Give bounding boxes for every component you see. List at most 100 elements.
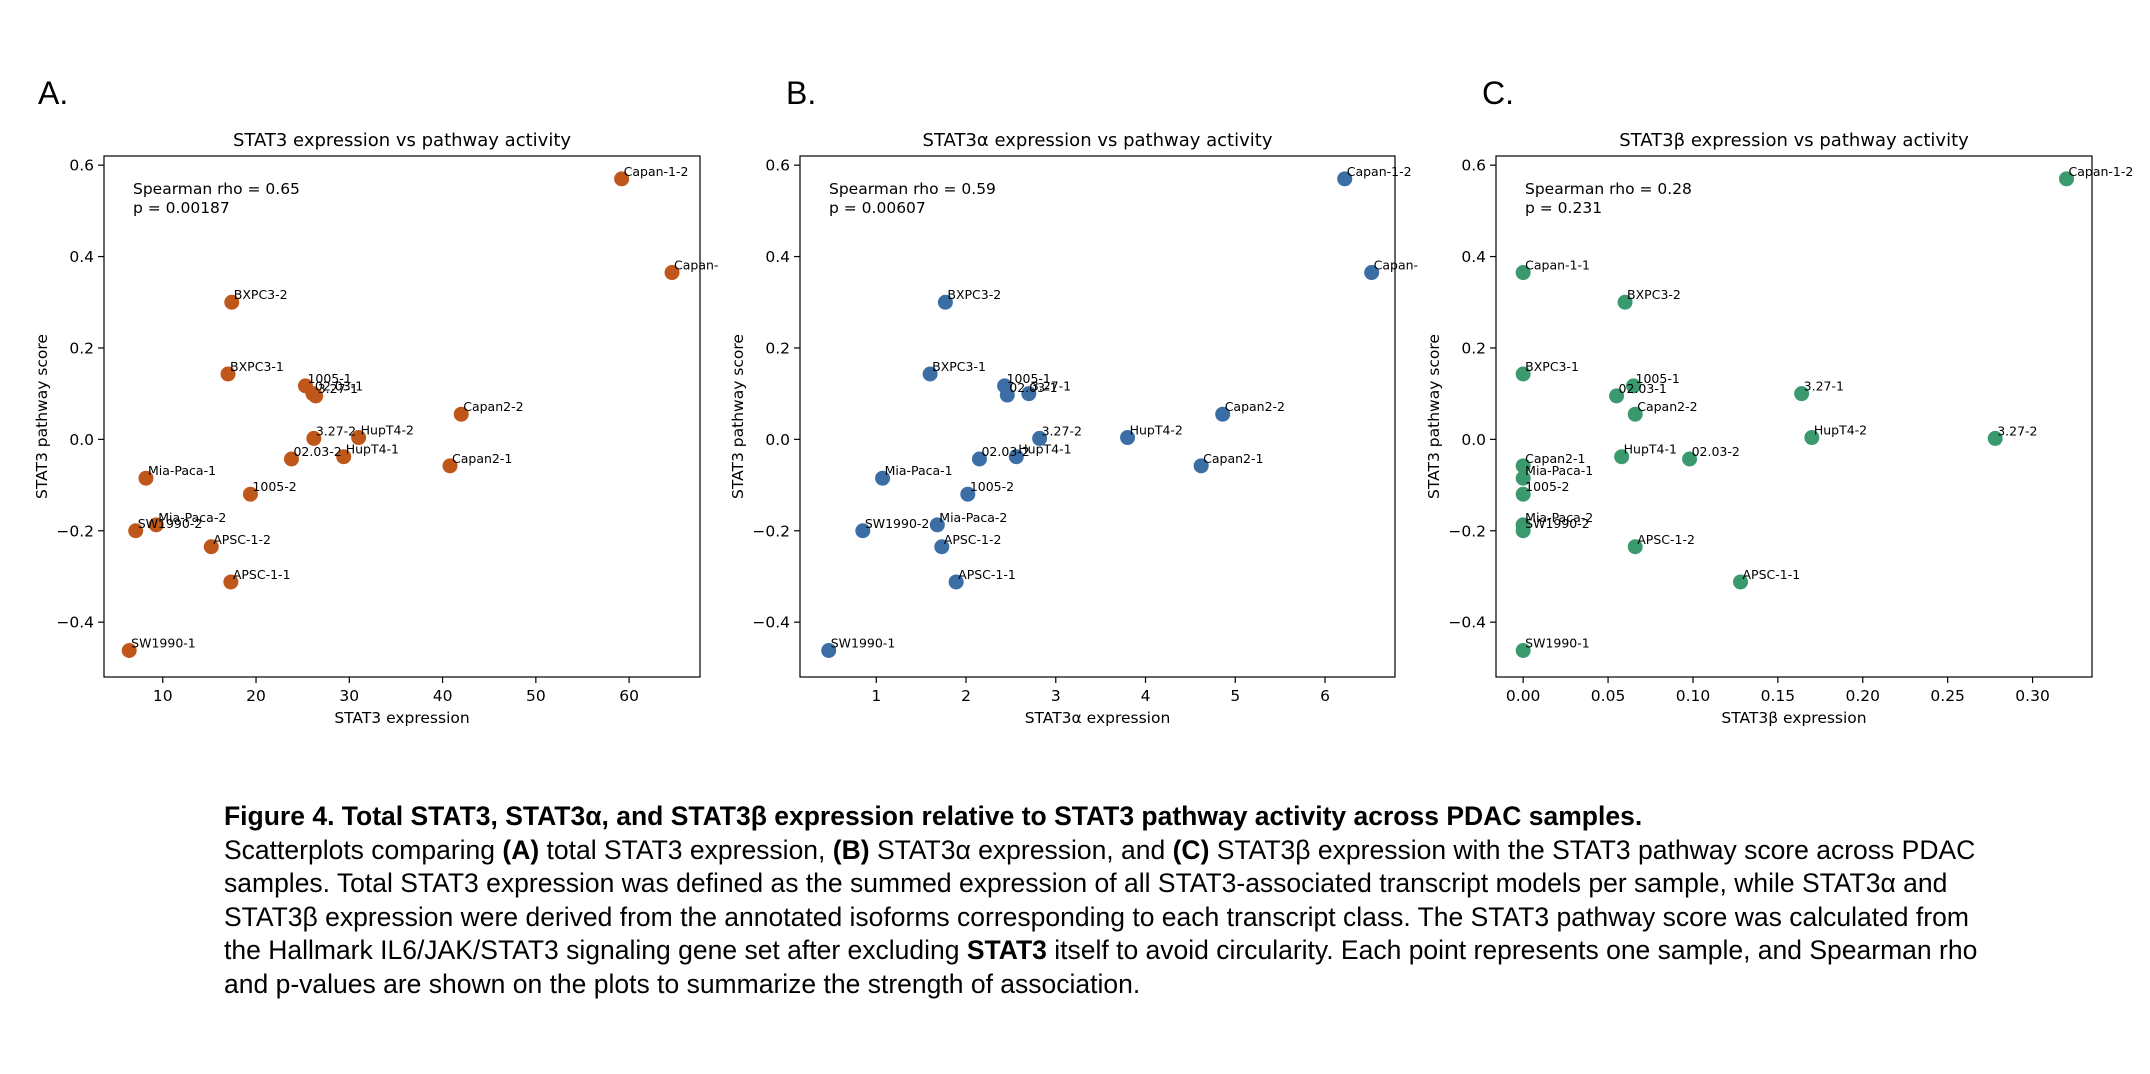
data-point (1215, 406, 1231, 422)
y-tick-label: −0.2 (752, 522, 790, 540)
x-tick-label: 0.15 (1761, 687, 1796, 705)
point-label: 3.27-1 (318, 381, 358, 396)
data-point (1032, 430, 1048, 446)
point-label: BXPC3-1 (230, 359, 284, 374)
y-tick-label: 0.0 (1461, 431, 1486, 449)
data-point (224, 294, 240, 310)
y-tick-label: −0.4 (1448, 614, 1486, 632)
caption-stat3-bold: STAT3 (966, 935, 1047, 965)
data-point (1609, 388, 1625, 404)
scatter-panel-1: A. STAT3 expression vs pathway activity Ca… (33, 75, 718, 727)
point-label: 3.27-2 (1042, 423, 1082, 438)
x-tick-label: 0.20 (1846, 687, 1881, 705)
data-point (242, 486, 258, 502)
x-tick-label: 60 (619, 687, 639, 705)
point-label: 02.03-2 (1692, 444, 1740, 459)
x-tick-label: 1 (871, 687, 881, 705)
data-point (855, 523, 871, 539)
point-label: Capan-1-2 (1347, 164, 1412, 179)
point-label: 1005-1 (1636, 371, 1680, 386)
data-point (664, 265, 680, 281)
panel-title: STAT3 expression vs pathway activity (233, 130, 571, 151)
data-point (1515, 523, 1531, 539)
point-label: Capan2-1 (1525, 451, 1585, 466)
y-axis-label: STAT3 pathway score (729, 334, 747, 499)
point-label: APSC-1-1 (958, 567, 1016, 582)
point-label: 3.27-2 (316, 423, 356, 438)
point-label: BXPC3-2 (947, 287, 1001, 302)
data-point (336, 449, 352, 465)
data-point (1515, 366, 1531, 382)
y-tick-label: 0.2 (69, 339, 94, 357)
y-tick-label: 0.2 (765, 339, 790, 357)
x-tick-label: 0.05 (1591, 687, 1626, 705)
point-label: 02.03-1 (1619, 381, 1667, 396)
y-tick-label: 0.6 (765, 157, 790, 175)
data-point (1682, 451, 1698, 467)
point-label: 1005-2 (970, 479, 1014, 494)
data-point (1617, 294, 1633, 310)
data-point (1515, 642, 1531, 658)
data-point (306, 430, 322, 446)
point-label: 02.03-2 (293, 444, 341, 459)
data-point (934, 539, 950, 555)
x-tick-label: 0.00 (1506, 687, 1541, 705)
y-tick-label: 0.6 (69, 157, 94, 175)
y-tick-label: −0.4 (752, 614, 790, 632)
data-point (937, 294, 953, 310)
x-tick-label: 0.25 (1930, 687, 1965, 705)
point-label: Capan2-2 (1225, 399, 1285, 414)
data-point (1337, 171, 1353, 187)
axes-frame (1495, 155, 2093, 678)
x-tick-label: 50 (526, 687, 546, 705)
data-point (148, 517, 164, 533)
point-label: 1005-1 (1007, 371, 1051, 386)
data-point (1515, 470, 1531, 486)
point-label: Capan-1-1 (1525, 258, 1590, 273)
y-tick-label: 0.6 (1461, 157, 1486, 175)
data-point (1626, 378, 1642, 394)
caption-ref-b: (B) (832, 834, 870, 865)
y-tick-label: −0.2 (1448, 522, 1486, 540)
stats-annotation: Spearman rho = 0.28 (1525, 180, 1692, 198)
data-point (999, 387, 1015, 403)
data-point (138, 470, 154, 486)
caption-ref-a: (A) (502, 834, 540, 865)
axes-frame (103, 155, 701, 678)
x-tick-label: 20 (246, 687, 266, 705)
y-tick-label: −0.2 (56, 522, 94, 540)
stats-annotation: p = 0.231 (1525, 199, 1602, 217)
point-label: Mia-Paca-1 (1525, 463, 1593, 478)
data-point (1364, 265, 1380, 281)
figure-canvas: A. STAT3 expression vs pathway activity Ca… (33, 75, 2134, 727)
point-label: Capan- (1374, 258, 1418, 273)
point-label: Mia-Paca-2 (1525, 510, 1593, 525)
point-label: SW1990-1 (831, 635, 896, 650)
data-point (453, 406, 469, 422)
data-point (128, 523, 144, 539)
point-label: Mia-Paca-1 (885, 463, 953, 478)
data-point (929, 517, 945, 533)
point-label: Capan-1-2 (624, 164, 689, 179)
point-label: APSC-1-1 (1743, 567, 1801, 582)
point-label: 1005-1 (307, 371, 351, 386)
panel-letter: A. (38, 75, 68, 111)
data-point (442, 458, 458, 474)
data-point (1733, 574, 1749, 590)
point-label: APSC-1-2 (213, 532, 271, 547)
point-label: 02.03-1 (1009, 380, 1057, 395)
point-label: APSC-1-1 (233, 567, 291, 582)
point-label: Capan-1-2 (2069, 164, 2134, 179)
point-label: HupT4-2 (1814, 423, 1867, 438)
point-label: 1005-2 (252, 479, 296, 494)
point-label: Mia-Paca-2 (939, 510, 1007, 525)
x-tick-label: 3 (1051, 687, 1061, 705)
point-label: SW1990-1 (1525, 635, 1590, 650)
data-point (121, 642, 137, 658)
y-tick-label: 0.0 (69, 431, 94, 449)
data-point (922, 366, 938, 382)
point-label: SW1990-2 (865, 516, 930, 531)
point-label: Capan2-2 (463, 399, 523, 414)
point-label: 02.03-1 (315, 379, 363, 394)
data-point (220, 366, 236, 382)
